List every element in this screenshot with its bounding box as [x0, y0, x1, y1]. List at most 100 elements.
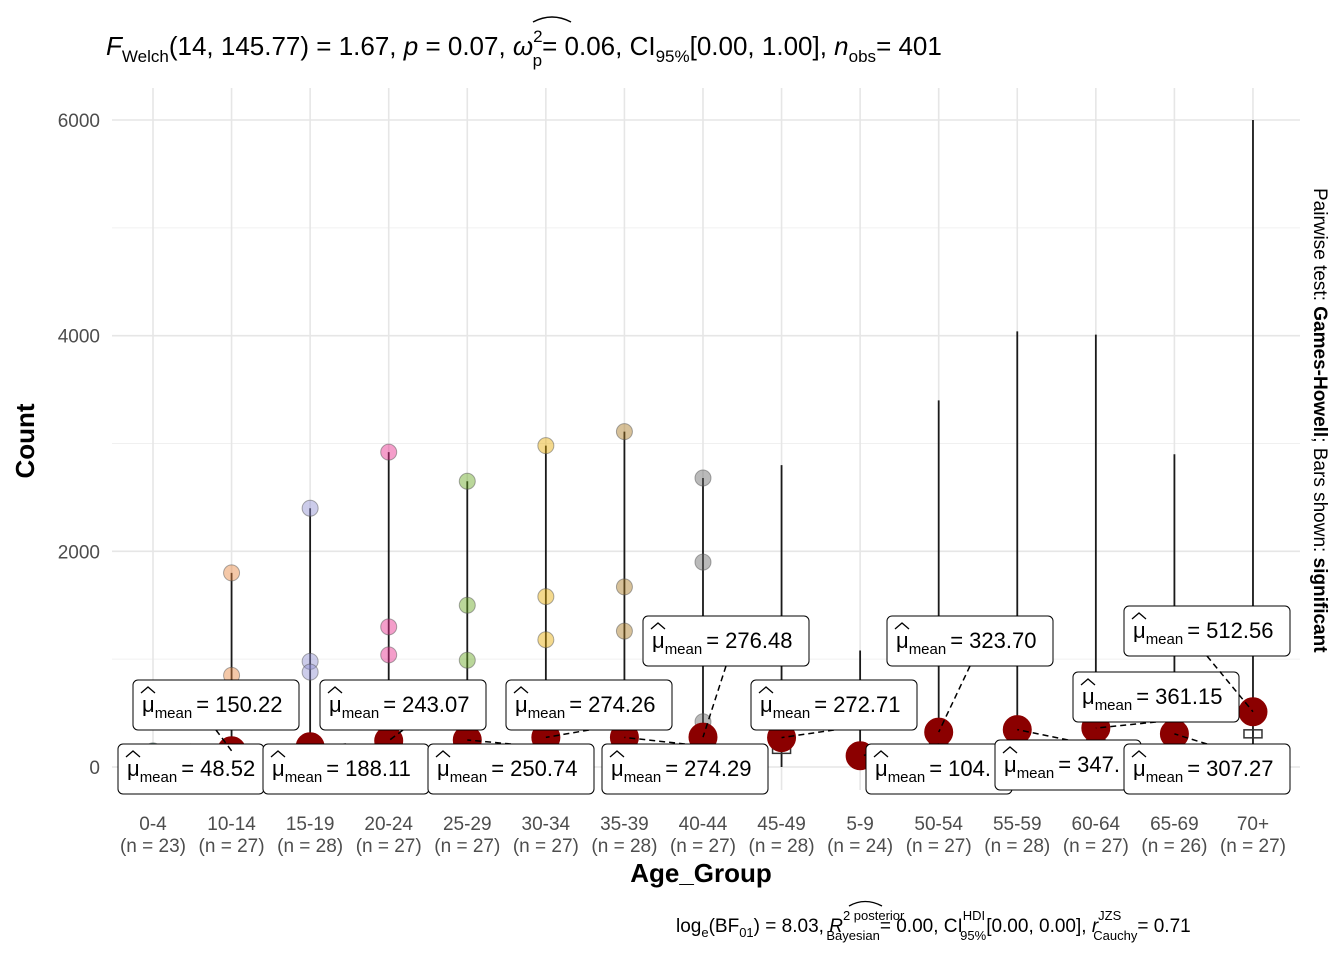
mean-label-text: μmean = 104. [875, 756, 991, 786]
mean-label-frame [132, 679, 300, 731]
bayes-subtitle: loge(BF01) = 8.03, R2 posterior Bayesian=… [676, 908, 1191, 943]
x-tick-n-label: (n = 28) [749, 836, 815, 857]
y-axis-label: Count [10, 403, 40, 478]
x-tick-n-label: (n = 23) [120, 836, 186, 857]
mean-label-text: μmean = 272.71 [760, 692, 900, 722]
mean-label-connector [938, 665, 971, 733]
x-tick-n-label: (n = 26) [1141, 836, 1207, 857]
x-axis: 0-4(n = 23)10-14(n = 27)15-19(n = 28)20-… [120, 814, 1286, 857]
outlier-point [537, 437, 555, 455]
mean-label-frame [505, 679, 673, 731]
x-tick-n-label: (n = 27) [356, 836, 422, 857]
x-tick-n-label: (n = 27) [1220, 836, 1286, 857]
outlier-point [615, 423, 633, 441]
x-tick-n-label: (n = 28) [984, 836, 1050, 857]
mean-label-frame [1072, 671, 1240, 723]
mean-label-text: μmean = 274.26 [515, 692, 655, 722]
outlier-points [144, 423, 712, 760]
outlier-point [458, 651, 476, 669]
outlier-point [537, 631, 555, 649]
mean-label-connector [624, 736, 686, 745]
mean-label-box: μmean = 243.07 [319, 679, 487, 731]
mean-labels: μmean = 48.52 μmean = 150.22 μmean = 188.11 μm… [117, 605, 1291, 795]
y-axis: 0 2000 4000 6000 [58, 111, 100, 779]
mean-label-frame [642, 615, 810, 667]
x-tick-n-label: (n = 27) [1063, 836, 1129, 857]
mean-label-connector [467, 739, 512, 745]
mean-label-box: μmean = 307.27 [1123, 743, 1291, 795]
mu-hat [758, 686, 774, 694]
mean-label-connector [1206, 655, 1254, 713]
chart-title: FWelch(14, 145.77) = 1.67, p = 0.07, ω2 p… [106, 27, 942, 70]
mean-label-text: μmean = 276.48 [652, 628, 792, 658]
mean-label-text: μmean = 48.52 [127, 756, 255, 786]
mean-label-box: μmean = 274.29 [601, 743, 769, 795]
mean-label-box: μmean = 274.26 [505, 679, 673, 731]
x-tick-n-label: (n = 27) [670, 836, 736, 857]
outlier-point [458, 596, 476, 614]
mean-label-text: μmean = 361.15 [1082, 684, 1222, 714]
x-tick-label: 25-29 [443, 814, 492, 835]
outlier-point [380, 646, 398, 664]
mu-hat [873, 750, 889, 758]
mean-label-text: μmean = 250.74 [437, 756, 577, 786]
mean-label-frame [601, 743, 769, 795]
mean-label-box: μmean = 188.11 [262, 743, 430, 795]
mean-label-box: μmean = 250.74 [427, 743, 595, 795]
x-tick-n-label: (n = 28) [277, 836, 343, 857]
mean-label-text: μmean = 512.56 [1133, 618, 1273, 648]
pairwise-caption: Pairwise test: Games-Howell; Bars shown:… [1309, 188, 1330, 653]
mean-label-box: μmean = 347. [994, 739, 1142, 791]
mu-hat [1002, 746, 1018, 754]
mean-label-frame [1123, 743, 1291, 795]
outlier-point [694, 469, 712, 487]
x-tick-label: 35-39 [600, 814, 649, 835]
mu-hat [435, 750, 451, 758]
outlier-point [301, 499, 319, 517]
outlier-point [301, 663, 319, 681]
mu-hat [125, 750, 141, 758]
mean-label-box: μmean = 323.70 [886, 615, 1054, 667]
mu-hat [894, 622, 910, 630]
x-tick-label: 55-59 [993, 814, 1042, 835]
mu-hat [1080, 678, 1096, 686]
x-tick-label: 30-34 [522, 814, 571, 835]
mean-label-text: μmean = 243.07 [329, 692, 469, 722]
mean-label-connector [215, 729, 233, 752]
mean-label-text: μmean = 150.22 [142, 692, 282, 722]
x-tick-label: 70+ [1237, 814, 1269, 835]
mu-hat [650, 622, 666, 630]
x-tick-label: 5-9 [846, 814, 873, 835]
mean-label-box: μmean = 361.15 [1072, 671, 1240, 723]
y-tick-label: 4000 [58, 327, 100, 348]
box [1243, 729, 1263, 739]
mu-hat [1131, 750, 1147, 758]
mu-hat [609, 750, 625, 758]
mean-label-box: μmean = 276.48 [642, 615, 810, 667]
mean-label-box: μmean = 272.71 [750, 679, 918, 731]
mean-label-box: μmean = 150.22 [132, 679, 300, 731]
x-tick-label: 40-44 [679, 814, 728, 835]
mean-label-text: μmean = 274.29 [611, 756, 751, 786]
x-tick-n-label: (n = 27) [513, 836, 579, 857]
mean-label-frame [886, 615, 1054, 667]
outlier-point [537, 588, 555, 606]
mean-label-connector [1017, 728, 1069, 741]
x-tick-label: 45-49 [757, 814, 806, 835]
mean-label-connector [1174, 733, 1208, 745]
mean-label-text: μmean = 347. [1004, 752, 1120, 782]
mu-hat [513, 686, 529, 694]
mu-hat [270, 750, 286, 758]
y-tick-label: 2000 [58, 542, 100, 563]
mean-label-text: μmean = 188.11 [272, 756, 411, 786]
outlier-point [615, 622, 633, 640]
outlier-point [380, 618, 398, 636]
x-tick-n-label: (n = 27) [199, 836, 265, 857]
x-tick-label: 65-69 [1150, 814, 1199, 835]
mean-label-box: μmean = 512.56 [1123, 605, 1291, 657]
mean-label-frame [427, 743, 595, 795]
y-tick-label: 6000 [58, 111, 100, 132]
mu-hat [1131, 612, 1147, 620]
mean-label-text: μmean = 323.70 [896, 628, 1036, 658]
